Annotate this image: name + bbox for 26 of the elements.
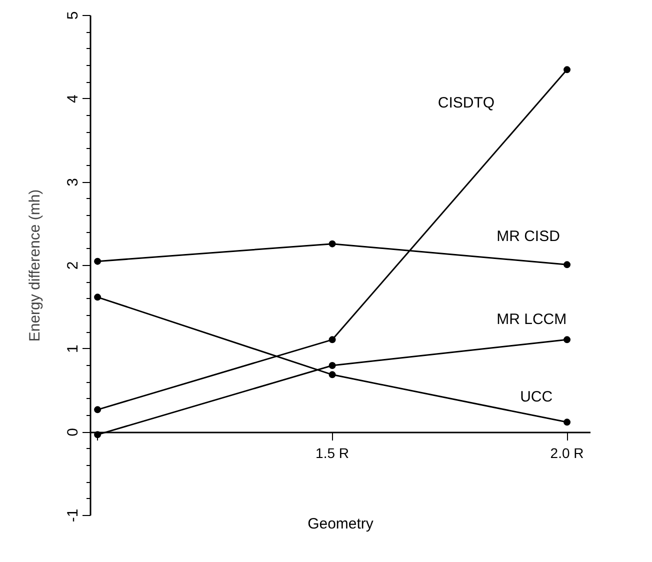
y-tick-label: 4: [64, 94, 82, 104]
series-label: UCC: [520, 388, 553, 406]
point: [328, 362, 336, 369]
point: [564, 66, 571, 74]
series-label: MR CISD: [496, 228, 560, 245]
x-tick-label: 2.0 R: [550, 445, 584, 462]
point: [94, 258, 102, 265]
point: [328, 336, 336, 344]
point: [564, 336, 571, 344]
x-tick-label: 1.5 R: [316, 445, 350, 462]
y-tick-label: 3: [64, 178, 82, 186]
y-tick-label: 2: [64, 261, 82, 270]
point: [328, 371, 336, 378]
point: [564, 418, 571, 426]
point: [564, 261, 571, 268]
series-label: MR LCCM: [496, 311, 567, 328]
y-axis-title: Energy difference (mh): [26, 189, 44, 342]
x-axis-title: Geometry: [308, 516, 374, 532]
y-tick-label: 0: [64, 428, 82, 436]
point: [94, 406, 102, 414]
y-tick-label: -1: [64, 508, 82, 522]
y-tick-label: 1: [64, 344, 82, 354]
series-label: CISDTQ: [438, 94, 495, 112]
y-tick-label: 5: [64, 11, 82, 20]
point: [94, 294, 102, 301]
point: [328, 240, 336, 248]
